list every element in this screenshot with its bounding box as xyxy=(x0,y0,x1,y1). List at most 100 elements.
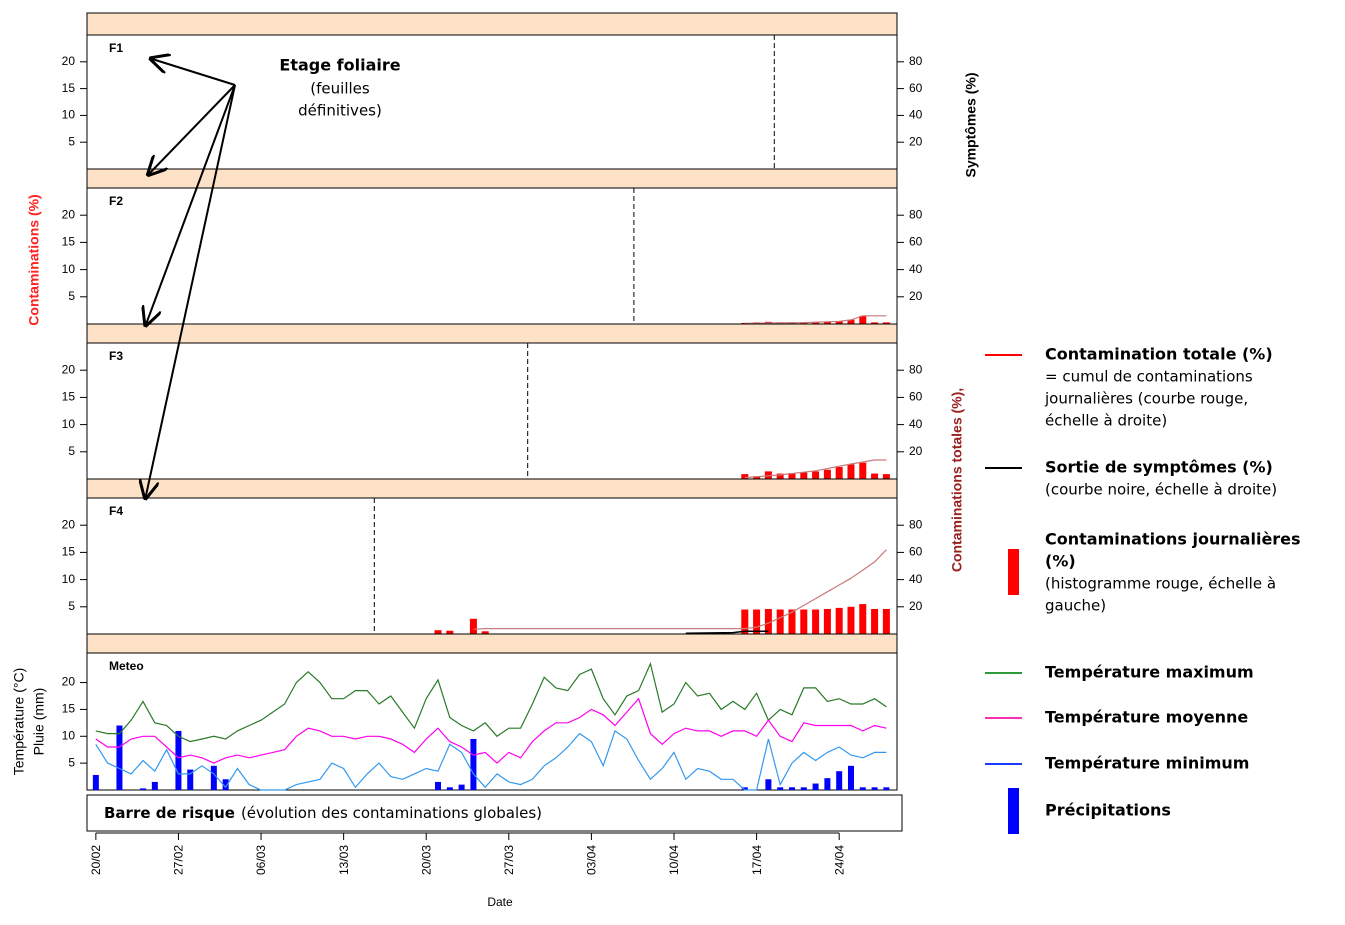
plots: F1 5 10 15 20 20 40 60 80 F2 5 10 15 20 20 40 60 80 F3 5 10 1… xyxy=(11,12,923,909)
x-tick-label: 24/04 xyxy=(832,845,846,875)
y-tick-label: 5 xyxy=(68,755,75,769)
daily-bar xyxy=(847,464,855,479)
y2-axis-label: Symptômes (%) xyxy=(963,72,979,177)
annotation-line: (feuilles xyxy=(310,80,370,98)
leaf-band xyxy=(86,633,898,654)
daily-bar xyxy=(741,322,749,324)
leaf-band xyxy=(86,168,898,189)
daily-bar xyxy=(859,604,867,634)
legend-title: Précipitations xyxy=(1045,801,1171,820)
precip-bar xyxy=(92,774,99,790)
legend-text: = cumul de contaminations xyxy=(1045,368,1253,386)
y2-tick-label: 40 xyxy=(909,572,923,586)
temperature-line xyxy=(95,697,887,764)
precip-bar xyxy=(777,787,784,790)
precip-bar xyxy=(824,778,831,790)
legend-text: échelle à droite) xyxy=(1045,412,1167,430)
legend-title: Contamination totale (%) xyxy=(1045,345,1273,364)
precip-bar xyxy=(140,788,147,790)
temperature-line xyxy=(95,661,887,743)
daily-bar xyxy=(753,476,761,479)
total-line xyxy=(744,459,887,479)
y2-tick-label: 40 xyxy=(909,417,923,431)
y-tick-label: 15 xyxy=(62,81,76,95)
precip-bar xyxy=(116,725,123,790)
precip-bar xyxy=(859,787,866,790)
daily-bar xyxy=(776,609,784,634)
y2-axis-label: Contaminations totales (%), xyxy=(949,388,965,572)
daily-bar xyxy=(764,608,772,634)
daily-bar xyxy=(753,609,761,634)
panel-title: F2 xyxy=(109,194,123,208)
y-tick-label: 10 xyxy=(62,417,76,431)
x-tick-label: 20/03 xyxy=(419,845,433,875)
x-tick-label: 03/04 xyxy=(585,845,599,875)
arrow xyxy=(145,84,236,327)
precip-bar xyxy=(800,787,807,790)
precip-bar xyxy=(836,771,843,790)
y2-tick-label: 20 xyxy=(909,599,923,613)
temperature-line xyxy=(95,729,887,791)
panel-title: Meteo xyxy=(109,659,144,673)
daily-bar xyxy=(835,467,843,479)
daily-bar xyxy=(882,322,890,324)
precip-bar xyxy=(871,787,878,790)
daily-bar xyxy=(776,473,784,479)
daily-bar xyxy=(788,473,796,479)
y-tick-label: 10 xyxy=(62,108,76,122)
precip-bar xyxy=(883,787,890,790)
precip-bar xyxy=(446,787,453,790)
daily-bar xyxy=(469,618,477,634)
y2-tick-label: 80 xyxy=(909,362,923,376)
daily-bar xyxy=(847,606,855,634)
daily-bar xyxy=(812,322,820,324)
daily-bar xyxy=(741,609,749,634)
panel-title: F4 xyxy=(109,504,123,518)
risk-bar-desc: (évolution des contaminations globales) xyxy=(241,804,542,822)
legend-text: gauche) xyxy=(1045,597,1106,615)
arrow xyxy=(149,58,236,86)
arrow xyxy=(147,84,236,176)
y-tick-label: 20 xyxy=(62,517,76,531)
x-tick-label: 20/02 xyxy=(89,845,103,875)
x-tick-label: 06/03 xyxy=(254,845,268,875)
daily-bar xyxy=(871,322,879,324)
legend-title: Sortie de symptômes (%) xyxy=(1045,458,1273,477)
legend-title: Température maximum xyxy=(1045,663,1254,682)
y-tick-label: 20 xyxy=(62,362,76,376)
y2-tick-label: 60 xyxy=(909,545,923,559)
precip-bar xyxy=(151,781,158,790)
precip-bar xyxy=(788,787,795,790)
y-axis-label: Contaminations (%) xyxy=(26,194,42,325)
y-tick-label: 15 xyxy=(62,545,76,559)
precip-bar xyxy=(458,784,465,790)
y-tick-label: 5 xyxy=(68,134,75,148)
daily-bar xyxy=(788,609,796,634)
legend-text: (courbe noire, échelle à droite) xyxy=(1045,481,1277,499)
precip-bar xyxy=(210,765,217,790)
annotation-arrows xyxy=(145,58,236,500)
header-band xyxy=(86,12,898,36)
daily-bar xyxy=(481,631,489,634)
legend-swatch xyxy=(1008,549,1019,595)
y2-tick-label: 80 xyxy=(909,517,923,531)
precip-bar xyxy=(222,779,229,790)
panel xyxy=(86,497,898,635)
legend-title: (%) xyxy=(1045,552,1076,571)
legend-swatch xyxy=(1008,788,1019,834)
panel xyxy=(86,342,898,480)
legend-text: journalières (courbe rouge, xyxy=(1044,390,1248,408)
y2-tick-label: 60 xyxy=(909,81,923,95)
daily-bar xyxy=(859,462,867,479)
leaf-band xyxy=(86,478,898,499)
y2-tick-label: 20 xyxy=(909,134,923,148)
legend-text: (histogramme rouge, échelle à xyxy=(1045,575,1276,593)
daily-bar xyxy=(835,321,843,324)
y2-tick-label: 60 xyxy=(909,235,923,249)
daily-bar xyxy=(859,315,867,324)
y2-tick-label: 80 xyxy=(909,207,923,221)
daily-bar xyxy=(741,474,749,479)
daily-bar xyxy=(800,472,808,479)
x-tick-label: 27/03 xyxy=(502,845,516,875)
daily-bar xyxy=(871,473,879,479)
